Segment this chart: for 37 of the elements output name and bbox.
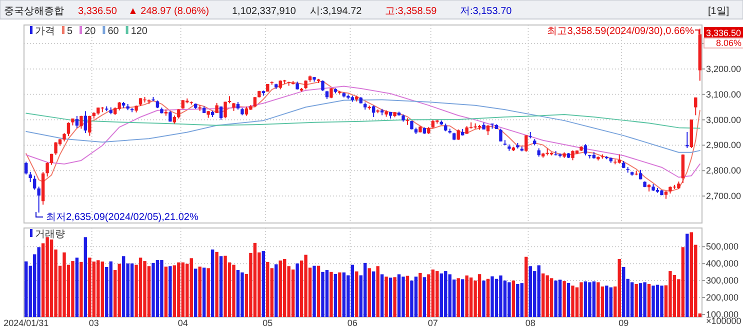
y-tick-label: 3,000.00 (706, 114, 742, 125)
text: 3,336.50 (706, 28, 742, 38)
x-tick-label: 05 (262, 318, 273, 328)
y-tick-label: 2,700.00 (706, 191, 742, 202)
legend-label: 60 (108, 26, 120, 37)
x-tick-label: 07 (428, 318, 438, 328)
legend-label: 20 (84, 26, 96, 37)
text: 저:3,153.70 (460, 6, 512, 17)
y-tick-label: 2,800.00 (706, 166, 742, 176)
x-tick-label: 03 (88, 318, 99, 328)
chart-title: 중국상해종합 (4, 6, 64, 17)
x-tick-label: 06 (347, 318, 358, 328)
text: ▲ 248.97 (8.06%) (128, 6, 210, 17)
annotation: 최고3,358.59(2024/09/30),0.66% (547, 26, 694, 37)
y-tick-label: 200,000 (706, 292, 739, 303)
legend-label: 가격 (35, 26, 55, 37)
y-tick-label: 500,000 (706, 242, 739, 252)
text: 8.06% (716, 38, 742, 48)
legend-label: 5 (67, 26, 73, 37)
text: [1일] (708, 6, 730, 17)
y-tick-label: 3,200.00 (706, 64, 742, 74)
y-tick-label: 400,000 (706, 258, 739, 269)
y-tick-label: 300,000 (706, 276, 739, 286)
annotation: 최저2,635.09(2024/02/05),21.02% (46, 212, 198, 223)
y-tick-label: 2,900.00 (706, 140, 742, 150)
x-tick-label: 04 (178, 318, 188, 328)
y-axis-title: ×100000 (706, 316, 742, 326)
x-tick-label: 09 (618, 318, 629, 328)
text: 시:3,194.72 (310, 6, 362, 17)
x-tick-label: 08 (525, 318, 536, 328)
text: 고:3,358.59 (385, 6, 438, 17)
text: 3,336.50 (78, 6, 118, 17)
legend: 거래량 (30, 229, 65, 240)
text: 1,102,337,910 (232, 6, 296, 17)
legend-label: 120 (130, 26, 148, 37)
y-tick-label: 3,100.00 (706, 89, 742, 100)
x-tick-label: 2024/01/31 (4, 318, 49, 328)
